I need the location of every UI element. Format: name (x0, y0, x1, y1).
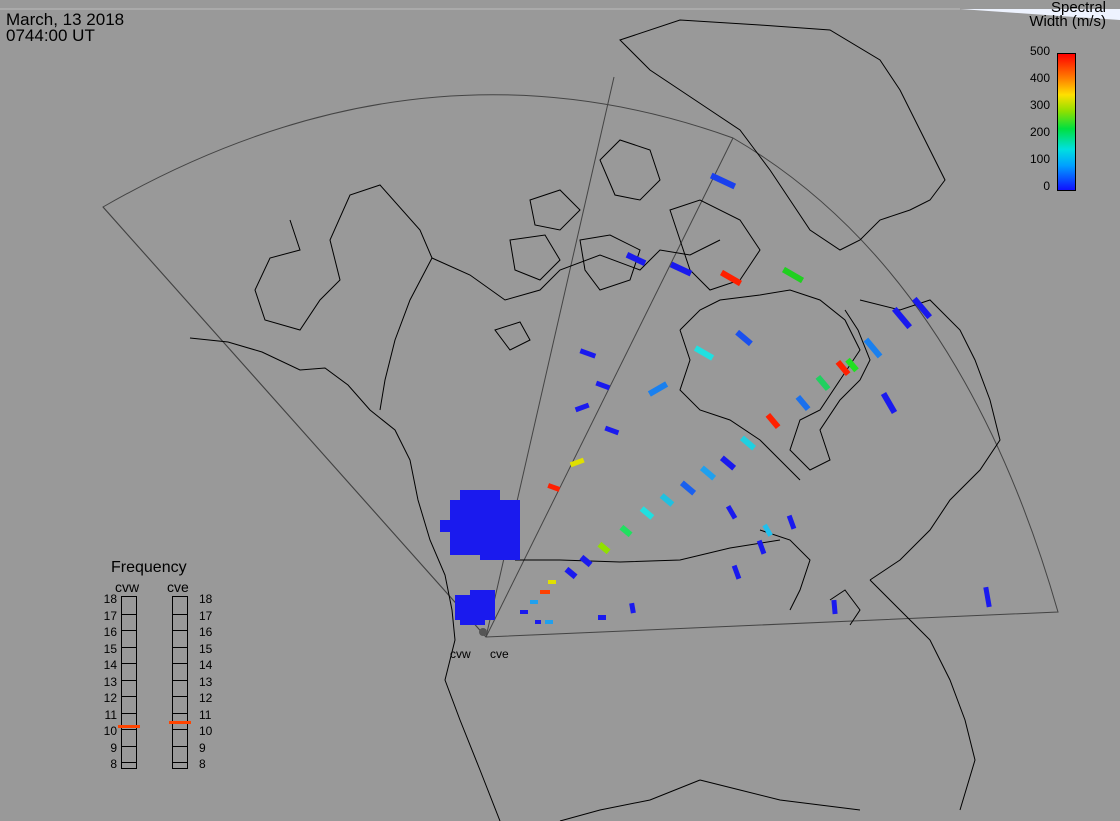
frequency-tick-label: 8 (110, 757, 117, 771)
colorbar-title-line2: Width (m/s) (1029, 13, 1106, 30)
frequency-tick-label: 12 (103, 691, 117, 705)
frequency-tick-label: 8 (199, 757, 206, 771)
frequency-tick-label: 16 (199, 625, 213, 639)
frequency-tick-label: 16 (103, 625, 117, 639)
radar-label-cve: cve (490, 647, 509, 661)
frequency-tick-label: 18 (199, 592, 213, 606)
frequency-tick-label: 11 (199, 707, 212, 722)
colorbar-tick-label: 100 (1029, 152, 1050, 166)
frequency-tick-label: 10 (103, 724, 117, 738)
frequency-tick-label: 12 (199, 691, 213, 705)
frequency-tick-label: 9 (110, 740, 117, 755)
colorbar-tick-label: 400 (1029, 71, 1050, 85)
frequency-marker-cve (169, 721, 191, 725)
frequency-tick-label: 10 (199, 724, 213, 738)
colorbar (1057, 53, 1076, 191)
frequency-tick-label: 14 (199, 658, 213, 672)
colorbar-tick-label: 0 (1043, 179, 1050, 193)
frequency-tick-label: 11 (104, 707, 117, 722)
map-corner-white (960, 9, 1120, 20)
frequency-cvw-label: cvw (115, 579, 140, 595)
radar-label-cvw: cvw (450, 647, 471, 661)
colorbar-tick-label: 200 (1029, 125, 1050, 139)
colorbar-tick-label: 500 (1029, 44, 1050, 58)
frequency-tick-label: 15 (103, 641, 117, 656)
frequency-column-cvw (118, 596, 140, 769)
date-label: March, 13 2018 (6, 10, 125, 29)
frequency-tick-label: 14 (103, 658, 117, 672)
fov-outline (102, 76, 1059, 638)
frequency-title: Frequency (111, 559, 187, 576)
frequency-tick-label: 13 (103, 674, 117, 689)
time-label: 0744:00 UT (6, 26, 95, 45)
frequency-tick-label: 15 (199, 641, 213, 656)
colorbar-title-line1: Spectral (1050, 0, 1106, 16)
radar-data-cells (440, 172, 992, 625)
coastlines (189, 19, 1001, 821)
frequency-cve-label: cve (167, 579, 189, 595)
frequency-tick-label: 13 (199, 674, 213, 689)
frequency-tick-label: 9 (199, 740, 206, 755)
frequency-column-cve (169, 596, 191, 769)
radar-site-marker (479, 628, 487, 636)
frequency-tick-label: 17 (103, 608, 117, 623)
frequency-tick-label: 18 (103, 592, 117, 606)
frequency-tick-label: 17 (199, 608, 213, 623)
colorbar-tick-label: 300 (1029, 98, 1050, 112)
frequency-marker-cvw (118, 724, 140, 728)
